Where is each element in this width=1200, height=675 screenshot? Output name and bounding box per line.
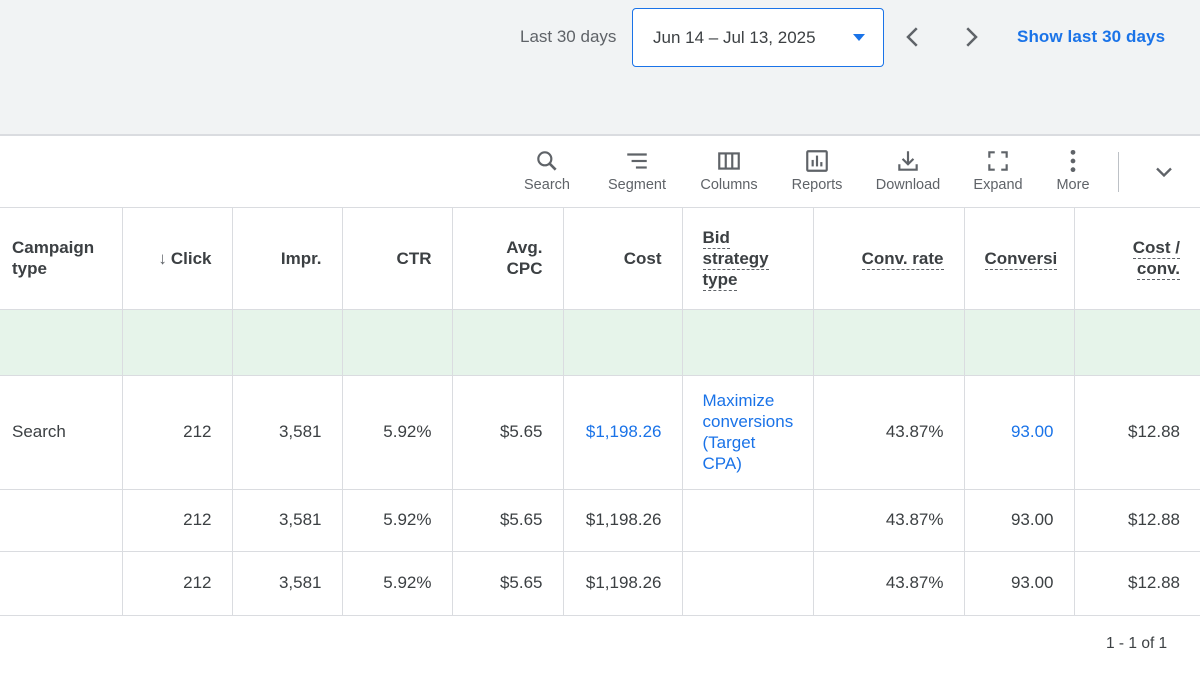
dropdown-caret-icon xyxy=(853,34,865,41)
next-period-button[interactable] xyxy=(956,22,986,52)
sort-down-icon: ↓ xyxy=(158,248,167,268)
cell-conversions: 93.00 xyxy=(964,489,1075,552)
cell-bid-strategy xyxy=(682,551,814,616)
header-bid-strategy[interactable]: Bid strategy type xyxy=(682,208,814,310)
expand-label: Expand xyxy=(973,177,1023,193)
cell-clicks: 212 xyxy=(122,489,233,552)
cell-conversions-link[interactable]: 93.00 xyxy=(964,375,1075,490)
cell-campaign-type xyxy=(0,551,123,616)
pagination-status: 1 - 1 of 1 xyxy=(1106,635,1168,652)
cell-conversions: 93.00 xyxy=(964,551,1075,616)
header-conversions[interactable]: Conversi xyxy=(964,208,1075,310)
segment-button[interactable]: Segment xyxy=(604,148,670,200)
table-row[interactable]: Search 212 3,581 5.92% $5.65 $1,198.26 M… xyxy=(0,375,1200,490)
cell-clicks: 212 xyxy=(122,375,233,490)
cell-cost: $1,198.26 xyxy=(563,551,683,616)
cell-ctr: 5.92% xyxy=(342,551,453,616)
more-button[interactable]: More xyxy=(1053,148,1093,200)
table-row: 212 3,581 5.92% $5.65 $1,198.26 43.87% 9… xyxy=(0,489,1200,552)
header-clicks[interactable]: ↓ Click xyxy=(122,208,233,310)
cell-ctr: 5.92% xyxy=(342,375,453,490)
cell-conv-rate: 43.87% xyxy=(813,551,965,616)
show-last-30-days-link[interactable]: Show last 30 days xyxy=(1017,27,1166,46)
highlight-row xyxy=(0,309,1200,376)
cell-conv-rate: 43.87% xyxy=(813,375,965,490)
reports-button[interactable]: Reports xyxy=(788,148,846,200)
chevron-down-icon xyxy=(1156,167,1172,178)
columns-label: Columns xyxy=(700,177,758,193)
cell-conv-rate: 43.87% xyxy=(813,489,965,552)
header-campaign-type[interactable]: Campaign type xyxy=(0,208,123,310)
search-icon xyxy=(520,148,574,174)
range-label: Last 30 days xyxy=(520,27,617,46)
collapse-button[interactable] xyxy=(1150,158,1178,186)
expand-button[interactable]: Expand xyxy=(970,148,1026,200)
cell-ctr: 5.92% xyxy=(342,489,453,552)
header-avg-cpc[interactable]: Avg. CPC xyxy=(452,208,564,310)
more-label: More xyxy=(1056,177,1090,193)
date-range-bar: Last 30 days Jun 14 – Jul 13, 2025 Show … xyxy=(0,0,1200,136)
cell-impressions: 3,581 xyxy=(232,375,343,490)
header-impressions[interactable]: Impr. xyxy=(232,208,343,310)
table-header-row: Campaign type ↓ Click Impr. CTR Avg. CPC … xyxy=(0,208,1200,310)
cell-cost-link[interactable]: $1,198.26 xyxy=(563,375,683,490)
cell-cost-per-conv: $12.88 xyxy=(1074,489,1200,552)
cell-bid-strategy-link[interactable]: Maximize conversions (Target CPA) xyxy=(682,375,814,490)
cell-cost-per-conv: $12.88 xyxy=(1074,375,1200,490)
search-button[interactable]: Search xyxy=(520,148,574,200)
previous-period-button[interactable] xyxy=(898,22,928,52)
cell-cost: $1,198.26 xyxy=(563,489,683,552)
cell-campaign-type xyxy=(0,489,123,552)
more-vert-icon xyxy=(1053,148,1093,174)
download-icon xyxy=(872,148,944,174)
expand-icon xyxy=(970,148,1026,174)
toolbar-divider xyxy=(1118,152,1119,192)
cell-impressions: 3,581 xyxy=(232,489,343,552)
cell-avg-cpc: $5.65 xyxy=(452,375,564,490)
cell-avg-cpc: $5.65 xyxy=(452,551,564,616)
cell-avg-cpc: $5.65 xyxy=(452,489,564,552)
table-toolbar: Search Segment Columns Reports Download … xyxy=(0,138,1200,208)
table-row: 212 3,581 5.92% $5.65 $1,198.26 43.87% 9… xyxy=(0,551,1200,616)
columns-icon xyxy=(696,148,762,174)
reports-icon xyxy=(788,148,846,174)
cell-bid-strategy xyxy=(682,489,814,552)
header-cost-per-conv[interactable]: Cost / conv. xyxy=(1074,208,1200,310)
date-range-select[interactable]: Jun 14 – Jul 13, 2025 xyxy=(632,8,884,67)
chevron-left-icon xyxy=(906,27,918,47)
chevron-right-icon xyxy=(966,27,978,47)
campaign-table: Campaign type ↓ Click Impr. CTR Avg. CPC … xyxy=(0,208,1200,616)
header-cost[interactable]: Cost xyxy=(563,208,683,310)
search-label: Search xyxy=(524,177,570,193)
columns-button[interactable]: Columns xyxy=(696,148,762,200)
cell-clicks: 212 xyxy=(122,551,233,616)
cell-cost-per-conv: $12.88 xyxy=(1074,551,1200,616)
header-ctr[interactable]: CTR xyxy=(342,208,453,310)
segment-label: Segment xyxy=(607,177,667,193)
download-label: Download xyxy=(875,177,941,193)
segment-icon xyxy=(604,148,670,174)
download-button[interactable]: Download xyxy=(872,148,944,200)
reports-label: Reports xyxy=(791,177,843,193)
cell-campaign-type: Search xyxy=(0,375,123,490)
cell-impressions: 3,581 xyxy=(232,551,343,616)
header-conv-rate[interactable]: Conv. rate xyxy=(813,208,965,310)
date-range-value: Jun 14 – Jul 13, 2025 xyxy=(653,28,816,47)
